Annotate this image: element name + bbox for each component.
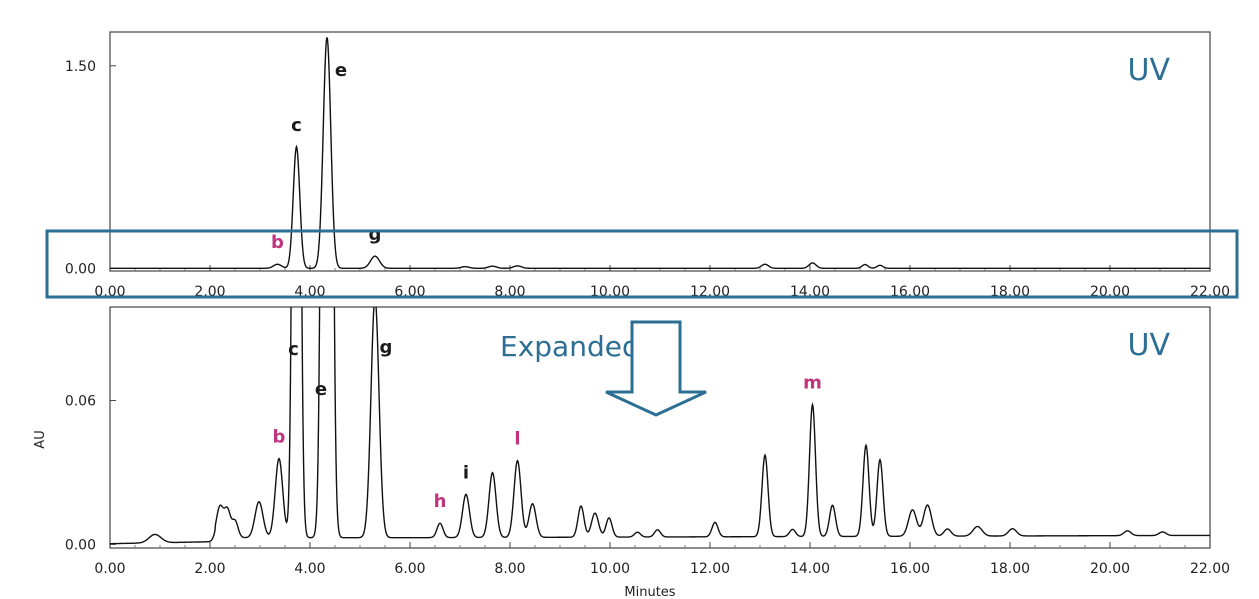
expanded-region-box — [45, 229, 1239, 299]
y-tick-label: 0.06 — [65, 394, 96, 410]
peak-label-g: g — [380, 337, 393, 358]
chart-panel-top: 0.00 2.00 4.00 6.00 8.00 10.00 12.00 14.00 16.00… — [45, 31, 1239, 300]
peak-label-b: b — [273, 427, 286, 448]
x-tick-label: 22.00 — [1190, 561, 1230, 577]
chromatogram-trace — [110, 307, 1210, 545]
detector-label: UV — [1128, 328, 1171, 363]
peak-label-b: b — [271, 232, 284, 253]
expand-down-arrow-icon — [605, 320, 707, 417]
peak-label-e: e — [315, 379, 327, 400]
y-tick-label: 0.00 — [65, 261, 96, 277]
peak-label-h: h — [434, 491, 447, 512]
x-tick-label: 2.00 — [194, 561, 225, 577]
chart-panel-bottom: 0.00 2.00 4.00 6.00 8.00 10.00 12.00 14.00 16.00… — [33, 306, 1230, 599]
x-tick-label: 12.00 — [690, 561, 730, 577]
x-axis-title: Minutes — [624, 585, 675, 599]
peak-label-c: c — [291, 115, 302, 136]
peak-label-m: m — [803, 373, 822, 394]
chromatogram-trace — [110, 37, 1210, 269]
x-tick-label: 18.00 — [990, 561, 1030, 577]
peak-label-e: e — [335, 60, 347, 81]
expanded-label: Expanded — [500, 330, 640, 363]
x-tick-label: 16.00 — [890, 561, 930, 577]
y-tick-label: 1.50 — [65, 59, 96, 75]
y-tick-label: 0.00 — [65, 537, 96, 553]
x-tick-label: 10.00 — [590, 561, 630, 577]
peak-label-l: l — [514, 429, 520, 450]
chart-panels: 0.00 2.00 4.00 6.00 8.00 10.00 12.00 14.00 16.00… — [33, 31, 1239, 599]
x-tick-label: 20.00 — [1090, 561, 1130, 577]
detector-label: UV — [1128, 53, 1171, 88]
x-tick-label: 8.00 — [494, 561, 525, 577]
peak-label-g: g — [369, 224, 382, 245]
y-axis-title: AU — [33, 430, 48, 448]
peak-label-i: i — [463, 462, 469, 483]
annotation-layer: Expanded — [500, 320, 707, 417]
x-tick-label: 6.00 — [394, 561, 425, 577]
x-tick-label: 4.00 — [294, 561, 325, 577]
peak-label-c: c — [288, 339, 299, 360]
x-tick-label: 14.00 — [790, 561, 830, 577]
x-tick-label: 0.00 — [94, 561, 125, 577]
